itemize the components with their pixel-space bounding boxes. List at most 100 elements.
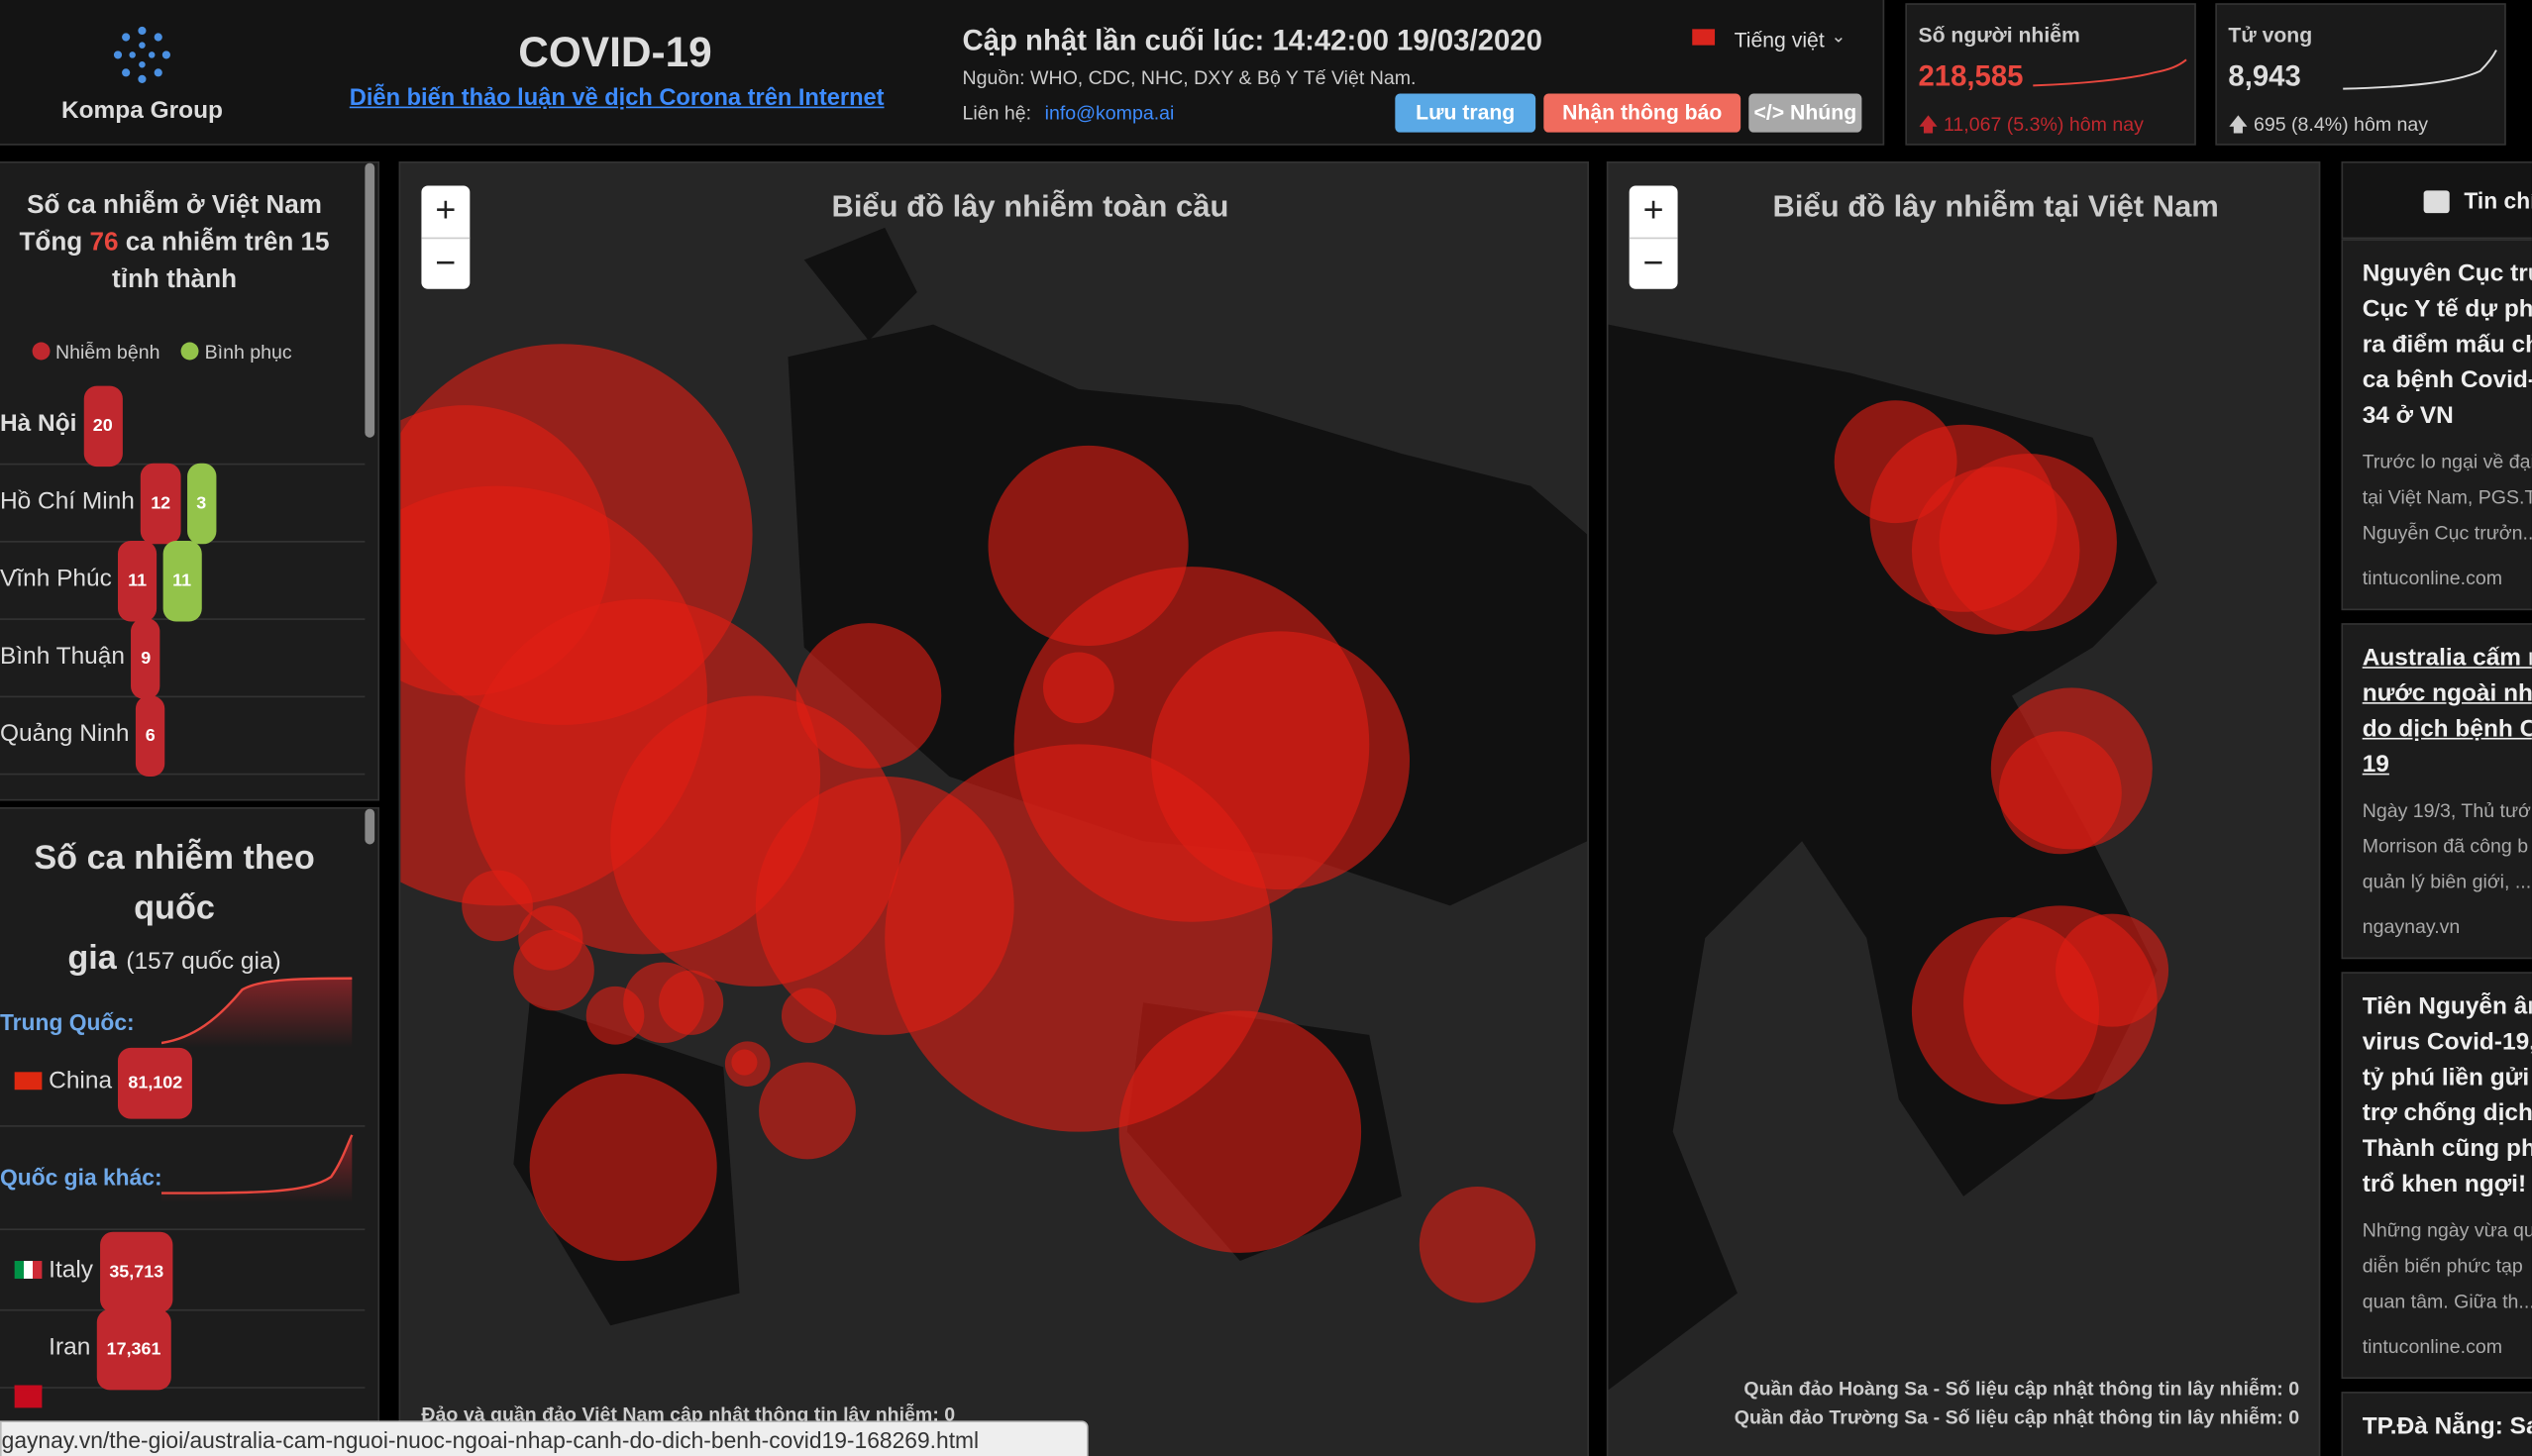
stat-label: Tử vong bbox=[2228, 22, 2313, 48]
news-icon bbox=[2423, 190, 2450, 214]
headline-line: trợ chống dịch: bbox=[2362, 1099, 2532, 1127]
headline-line: 19 bbox=[2362, 750, 2389, 779]
total: 76 bbox=[89, 229, 119, 258]
country-title: Số ca nhiễm theo quốc gia (157 quốc gia) bbox=[0, 833, 349, 987]
sparkline-path bbox=[2033, 58, 2187, 87]
language[interactable]: Tiếng việt bbox=[1734, 27, 1825, 52]
news-source: ngaynay.vn bbox=[2362, 915, 2461, 939]
country-panel: Số ca nhiễm theo quốc gia (157 quốc gia)… bbox=[0, 807, 380, 1456]
headline-line: virus Covid-19, bbox=[2362, 1028, 2532, 1057]
news-card[interactable]: Nguyên Cục tru Cục Y tế dự phò ra điểm mấu… bbox=[2341, 239, 2532, 611]
news-card[interactable]: Tiên Nguyễn ân virus Covid-19, tỷ phú liền… bbox=[2341, 972, 2532, 1380]
infected-badge: 6 bbox=[136, 695, 165, 778]
notify-button[interactable]: Nhận thông báo bbox=[1543, 93, 1741, 133]
headline-line: ra điểm mấu ch bbox=[2362, 331, 2532, 359]
summary-line: quan tâm. Giữa th... bbox=[2362, 1290, 2532, 1313]
stat-change: 🡅 695 (8.4%) hôm nay bbox=[2228, 110, 2428, 144]
summary-line: tại Việt Nam, PGS.T bbox=[2362, 485, 2532, 509]
legend-item: Bình phục bbox=[204, 340, 292, 364]
suffix: ca nhiễm trên 15 tỉnh thành bbox=[112, 229, 330, 294]
province-name: Quảng Ninh bbox=[0, 719, 130, 748]
country-cases: 81,102 bbox=[118, 1047, 193, 1119]
news-summary: Trước lo ngại về đại tại Việt Nam, PGS.T N… bbox=[2363, 444, 2532, 551]
up-arrow: 🡅 bbox=[1918, 113, 1944, 136]
province-name: Hồ Chí Minh bbox=[0, 487, 135, 515]
china-row: China 81,102 bbox=[0, 1047, 366, 1127]
stat-change: 🡅 11,067 (5.3%) hôm nay bbox=[1918, 110, 2143, 144]
province-name: Vĩnh Phúc bbox=[0, 565, 112, 593]
case-circles bbox=[400, 344, 1536, 1303]
others-label: Quốc gia khác: bbox=[0, 1164, 162, 1191]
news-headline: Nguyên Cục tru Cục Y tế dự phò ra điểm mấu… bbox=[2363, 257, 2532, 434]
recovered-badge: 11 bbox=[162, 541, 201, 622]
scrollbar bbox=[365, 808, 375, 845]
zoom-control: + − bbox=[421, 185, 471, 289]
summary-line: Trước lo ngại về đại bbox=[2362, 450, 2532, 473]
stat-value: 218,585 bbox=[1918, 59, 2024, 92]
flag bbox=[14, 1385, 43, 1408]
divider bbox=[0, 1202, 366, 1231]
country-cases: 35,713 bbox=[99, 1231, 173, 1313]
others-sparkline bbox=[161, 1134, 354, 1203]
infected-badge: 11 bbox=[118, 541, 157, 622]
vietnam-title-total: Tổng 76 ca nhiễm trên 15 tỉnh thành bbox=[0, 225, 349, 299]
headline-line: tỷ phú liền gửi bbox=[2362, 1064, 2530, 1092]
zoom-out[interactable]: − bbox=[1642, 242, 1664, 283]
vietnam-map-title: Biểu đồ lây nhiễm tại Việt Nam bbox=[1772, 190, 2219, 225]
news-card[interactable]: TP.Đà Nẵng: Sa bbox=[2341, 1392, 2532, 1456]
legend-dot bbox=[32, 342, 51, 361]
headline-line: 34 ở VN bbox=[2362, 401, 2454, 430]
sparkline bbox=[2343, 50, 2497, 90]
vietnam-map: + − Biểu đồ lây nhiễm tại Việt Nam Quần đ… bbox=[1606, 161, 2321, 1456]
map-note: Quần đảo Hoàng Sa - Số liệu cập nhật thô… bbox=[1743, 1377, 2300, 1401]
contact-label: Liên hệ: bbox=[962, 101, 1032, 125]
flag bbox=[15, 1338, 43, 1356]
news-summary: Những ngày vừa qu diễn biến phức tạp quan … bbox=[2363, 1212, 2532, 1319]
save-button[interactable]: Lưu trang bbox=[1395, 93, 1536, 133]
news-source: tintuconline.com bbox=[2362, 1335, 2503, 1358]
stat-label: Số người nhiễm bbox=[1918, 22, 2080, 48]
updated: Cập nhật lần cuối lúc: 14:42:00 19/03/20… bbox=[962, 24, 1542, 57]
stat-box: Tử vong 8,943 🡅 695 (8.4%) hôm nay bbox=[2215, 3, 2506, 146]
china-label: Trung Quốc: bbox=[0, 1008, 135, 1035]
headline-line: trổ khen ngợi! bbox=[2362, 1170, 2527, 1198]
zoom-in[interactable]: + bbox=[1629, 185, 1678, 240]
province-row: Quảng Ninh 6 bbox=[0, 695, 366, 778]
headline-line: TP.Đà Nẵng: Sa bbox=[2362, 1412, 2532, 1440]
headline-line: Tiên Nguyễn ân bbox=[2362, 992, 2532, 1021]
province-row: Bình Thuận 9 bbox=[0, 618, 366, 699]
news-headline: Tiên Nguyễn ân virus Covid-19, tỷ phú liền… bbox=[2363, 989, 2532, 1202]
zoom-out[interactable]: − bbox=[435, 242, 457, 283]
embed-button[interactable]: </> Nhúng bbox=[1748, 93, 1862, 133]
news-list: Nguyên Cục tru Cục Y tế dự phò ra điểm mấu… bbox=[2341, 239, 2532, 1456]
country-name: Italy bbox=[49, 1256, 94, 1284]
news-source: tintuconline.com bbox=[2362, 567, 2503, 589]
province-row: Hà Nội 20 bbox=[0, 385, 366, 468]
news-card[interactable]: Australia cấm n nước ngoài nhập do dịch bệ… bbox=[2341, 623, 2532, 960]
global-map-title: Biểu đồ lây nhiễm toàn cầu bbox=[831, 190, 1229, 225]
summary-line: Nguyễn Cục trưởn... bbox=[2362, 521, 2532, 545]
recovered-badge: 3 bbox=[186, 463, 217, 545]
zoom-in[interactable]: + bbox=[421, 185, 471, 240]
map-canvas bbox=[1608, 324, 2169, 1391]
sparkline bbox=[2033, 58, 2187, 87]
title-end: gia bbox=[67, 939, 117, 978]
contact-email[interactable]: info@kompa.ai bbox=[1044, 101, 1175, 125]
infected-badge: 9 bbox=[131, 618, 161, 699]
logo bbox=[113, 26, 170, 83]
brand: Kompa Group bbox=[60, 96, 223, 125]
legend-dot bbox=[181, 342, 200, 361]
stat-change-text: 695 (8.4%) hôm nay bbox=[2253, 113, 2429, 136]
source: Nguồn: WHO, CDC, NHC, DXY & Bộ Y Tế Việt… bbox=[962, 65, 1417, 89]
flag bbox=[14, 1261, 43, 1279]
country-cases: 17,361 bbox=[96, 1308, 171, 1391]
legend-item: Nhiễm bệnh bbox=[54, 340, 160, 364]
country-count: (157 quốc gia) bbox=[126, 947, 281, 976]
headline-line: nước ngoài nhập bbox=[2362, 679, 2532, 707]
title: COVID-19 bbox=[518, 27, 712, 76]
subtitle-link[interactable]: Diễn biến thảo luận về dịch Corona trên … bbox=[349, 85, 885, 112]
stat-value: 8,943 bbox=[2228, 59, 2301, 92]
vietnam-legend: Nhiễm bệnh Bình phục bbox=[32, 340, 292, 364]
summary-line: Morrison đã công b bbox=[2362, 834, 2529, 858]
